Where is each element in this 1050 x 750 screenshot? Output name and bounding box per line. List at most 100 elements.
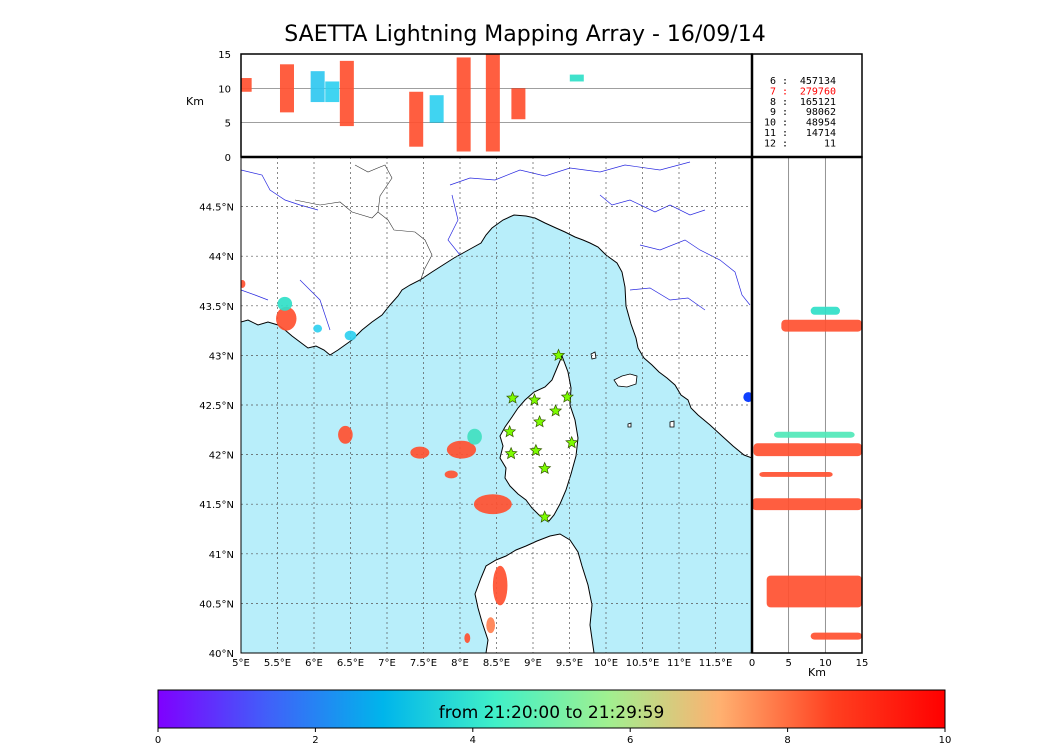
altitude-band xyxy=(752,498,862,511)
station-count-sep: : xyxy=(782,76,788,87)
lon-tick-label: 8.5°E xyxy=(483,658,510,669)
lightning-cell xyxy=(464,633,471,644)
station-count-key: 8 xyxy=(770,97,776,108)
lon-tick-label: 9°E xyxy=(524,658,542,669)
lat-tick-label: 43°N xyxy=(209,351,234,362)
river xyxy=(299,279,331,331)
giglio-island xyxy=(669,420,675,428)
lightning-cell xyxy=(444,470,458,479)
sardinia xyxy=(474,533,595,653)
top-alt-tick-label: 15 xyxy=(218,50,231,61)
station-star-icon xyxy=(503,424,517,438)
altitude-column xyxy=(325,81,340,103)
lon-tick-label: 8°E xyxy=(451,658,469,669)
colorbar xyxy=(157,689,946,729)
lightning-cell xyxy=(313,324,323,333)
station-count-sep: : xyxy=(782,118,788,129)
lightning-cell xyxy=(338,425,353,444)
lightning-cell xyxy=(277,296,293,311)
right-alt-tick-label: 15 xyxy=(856,658,869,669)
altitude-column xyxy=(511,88,526,120)
station-star-icon xyxy=(538,461,552,475)
right-alt-tick-label: 5 xyxy=(785,658,791,669)
station-count-sep: : xyxy=(782,128,788,139)
lon-tick-label: 9.5°E xyxy=(556,658,583,669)
lon-tick-label: 7.5°E xyxy=(410,658,437,669)
station-count-sep: : xyxy=(782,97,788,108)
lightning-cell xyxy=(446,440,477,459)
altitude-column xyxy=(310,71,325,103)
lon-tick-label: 10.5°E xyxy=(626,658,660,669)
station-count-sep: : xyxy=(782,138,788,149)
altitude-band xyxy=(766,575,862,608)
lightning-cell xyxy=(473,494,512,515)
blue-marker xyxy=(743,392,752,403)
altitude-column xyxy=(339,60,354,127)
colorbar-label: from 21:20:00 to 21:29:59 xyxy=(438,703,665,723)
colorbar-tick-label: 2 xyxy=(312,735,318,746)
station-star-icon xyxy=(538,510,552,523)
altitude-column xyxy=(409,91,424,147)
lat-tick-label: 43.5°N xyxy=(199,302,234,313)
station-count-key: 6 xyxy=(770,76,776,87)
station-count-key: 11 xyxy=(764,128,776,139)
colorbar-tick-label: 10 xyxy=(939,735,952,746)
river xyxy=(241,289,269,301)
station-count-key: 12 xyxy=(764,138,776,149)
lat-tick-label: 41°N xyxy=(209,550,234,561)
altitude-band xyxy=(781,319,862,332)
top-alt-tick-label: 10 xyxy=(218,84,231,95)
top-alt-tick-label: 0 xyxy=(225,153,231,164)
right-alt-tick-label: 10 xyxy=(819,658,832,669)
top-altitude-panel xyxy=(241,54,752,157)
lon-tick-label: 7°E xyxy=(378,658,396,669)
station-star-icon xyxy=(551,348,566,362)
river xyxy=(629,287,706,311)
station-star-icon xyxy=(504,446,518,460)
river xyxy=(599,194,706,216)
station-count-value: 279760 xyxy=(800,86,836,97)
station-star-icon xyxy=(549,404,563,417)
station-count-sep: : xyxy=(782,86,788,97)
lightning-cell xyxy=(410,446,430,459)
altitude-column xyxy=(456,57,471,152)
lon-tick-label: 5°E xyxy=(232,658,250,669)
station-star-icon xyxy=(527,393,542,406)
river xyxy=(241,169,319,211)
lat-tick-label: 42.5°N xyxy=(199,401,234,412)
lat-tick-label: 44°N xyxy=(209,252,234,263)
corsica xyxy=(499,354,579,522)
station-count-sep: : xyxy=(782,107,788,118)
altitude-band xyxy=(759,471,833,477)
country-border xyxy=(354,164,433,283)
altitude-band xyxy=(810,632,862,640)
station-count-key: 7 xyxy=(770,86,776,97)
lightning-cell xyxy=(467,428,482,445)
altitude-column xyxy=(429,95,444,123)
map-panel xyxy=(241,157,752,653)
montecristo-island xyxy=(627,422,632,428)
country-border xyxy=(294,199,379,219)
count-box xyxy=(751,53,863,158)
station-star-icon xyxy=(560,390,574,403)
station-count-value: 11 xyxy=(824,138,836,149)
station-star-icon xyxy=(533,414,547,428)
lightning-cell xyxy=(486,617,496,634)
river xyxy=(639,239,751,306)
lon-tick-label: 5.5°E xyxy=(264,658,291,669)
lon-tick-label: 6.5°E xyxy=(337,658,364,669)
colorbar-tick-label: 8 xyxy=(784,735,790,746)
lon-tick-label: 10°E xyxy=(594,658,618,669)
station-count-value: 48954 xyxy=(806,118,836,129)
station-count-key: 10 xyxy=(764,118,776,129)
station-star-icon xyxy=(529,443,543,457)
station-count-value: 98062 xyxy=(806,107,836,118)
lightning-cell xyxy=(276,306,297,331)
lightning-cell xyxy=(241,280,246,288)
lightning-cell xyxy=(492,565,508,606)
right-altitude-panel xyxy=(752,157,862,653)
altitude-column xyxy=(485,54,500,152)
top-ylabel: Km xyxy=(186,95,204,108)
lat-tick-label: 41.5°N xyxy=(199,500,234,511)
